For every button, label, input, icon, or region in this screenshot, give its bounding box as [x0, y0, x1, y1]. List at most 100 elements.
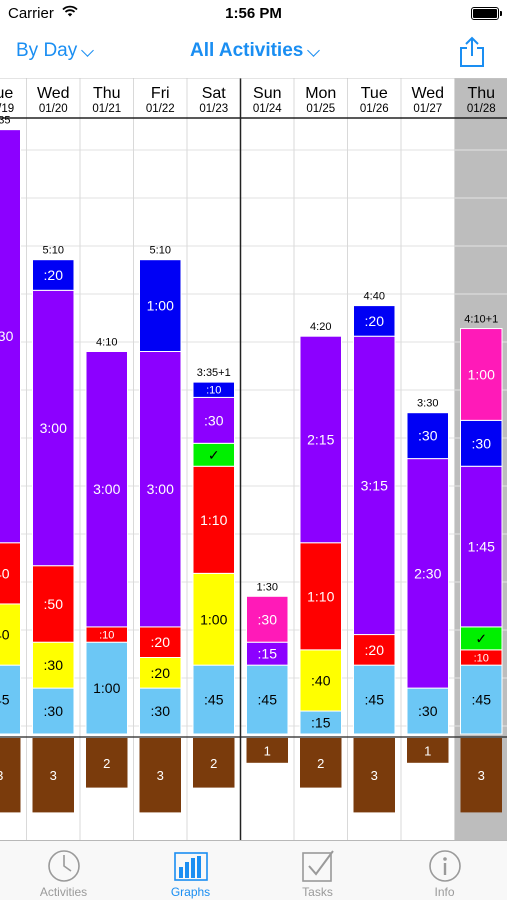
segment-label: :45	[365, 692, 385, 708]
segment-label: :10	[99, 630, 114, 642]
day-total-label: 3:35+1	[197, 367, 231, 379]
segment-label: 2:30	[414, 565, 441, 581]
activity-filter-label: All Activities	[190, 40, 303, 62]
task-count-label: 1	[264, 743, 271, 758]
segment-label: 1:00	[147, 298, 174, 314]
day-name-label: Wed	[37, 85, 70, 102]
segment-label: 1:45	[468, 539, 495, 555]
segment-label: :30	[151, 703, 171, 719]
segment-label: :10	[206, 385, 221, 397]
day-total-label: 5:10	[150, 245, 171, 257]
task-count-label: 3	[478, 768, 485, 783]
day-date-label: 01/25	[306, 103, 335, 115]
segment-label: :45	[204, 692, 224, 708]
checkbox-icon	[301, 849, 335, 883]
segment-label: :30	[418, 428, 438, 444]
segment-label: :20	[365, 313, 385, 329]
tab-label: Tasks	[254, 885, 381, 899]
tab-label: Activities	[0, 885, 127, 899]
task-count-label: 3	[371, 768, 378, 783]
battery-icon	[471, 7, 499, 20]
task-count-label: 2	[103, 756, 110, 771]
segment-label: 1:10	[200, 512, 227, 528]
segment-label: :45	[472, 692, 492, 708]
day-total-label: 4:40	[364, 291, 385, 303]
day-total-label: 3:30	[417, 398, 438, 410]
segment-label: 3:15	[361, 477, 388, 493]
day-name-label: Wed	[411, 85, 444, 102]
chevron-down-icon	[81, 44, 94, 57]
info-icon	[428, 849, 462, 883]
chevron-down-icon	[307, 44, 320, 57]
day-total-label: 4:10	[96, 337, 117, 349]
share-icon[interactable]	[459, 36, 485, 68]
day-date-label: 01/19	[0, 103, 14, 115]
day-name-label: Sun	[253, 85, 281, 102]
clock-time: 1:56 PM	[0, 5, 507, 22]
segment-label: :30	[258, 611, 278, 627]
segment-label: :30	[418, 703, 438, 719]
tab-graphs[interactable]: Graphs	[127, 841, 254, 901]
segment-label: :15	[258, 646, 278, 662]
day-total-label: 5:10	[43, 245, 64, 257]
day-total-label: 4:10+1	[464, 314, 498, 326]
segment-label: 3:00	[93, 481, 120, 497]
day-total-label: 5:35	[0, 115, 10, 127]
tab-activities[interactable]: Activities	[0, 841, 127, 901]
tab-info[interactable]: Info	[381, 841, 507, 901]
day-date-label: 01/20	[39, 103, 68, 115]
segment-label: :20	[44, 267, 64, 283]
segment-label: :20	[151, 634, 171, 650]
activity-filter-button[interactable]: All Activities	[190, 40, 318, 62]
segment-label: 1:10	[307, 588, 334, 604]
day-date-label: 01/23	[199, 103, 228, 115]
segment-label: ✓	[475, 630, 487, 646]
segment-label: :40	[0, 565, 10, 581]
segment-label: :30	[204, 412, 224, 428]
day-name-label: Thu	[467, 85, 495, 102]
segment-label: :40	[311, 672, 331, 688]
day-date-label: 01/27	[413, 103, 442, 115]
task-count-label: 2	[210, 756, 217, 771]
tab-bar: Activities Graphs Tasks Info	[0, 840, 507, 900]
status-bar: Carrier 1:56 PM	[0, 0, 507, 28]
task-count-label: 3	[50, 768, 57, 783]
segment-label: :30	[44, 703, 64, 719]
day-name-label: Sat	[202, 85, 227, 102]
day-name-label: Tue	[0, 85, 13, 102]
tab-label: Graphs	[127, 885, 254, 899]
task-count-label: 3	[157, 768, 164, 783]
segment-label: :30	[44, 657, 64, 673]
task-count-label: 3	[0, 768, 3, 783]
day-name-label: Fri	[151, 85, 170, 102]
segment-label: :20	[365, 642, 385, 658]
activity-chart[interactable]: Tue01/19Wed01/20Thu01/21Fri01/22Sat01/23…	[0, 78, 507, 840]
tab-tasks[interactable]: Tasks	[254, 841, 381, 901]
day-date-label: 01/22	[146, 103, 175, 115]
task-count-label: 2	[317, 756, 324, 771]
bar-chart-icon	[174, 849, 208, 883]
segment-label: 1:00	[93, 680, 120, 696]
segment-label: 3:00	[40, 420, 67, 436]
day-date-label: 01/21	[92, 103, 121, 115]
clock-icon	[47, 849, 81, 883]
segment-label: 1:00	[468, 366, 495, 382]
segment-label: :45	[0, 692, 10, 708]
segment-label: 2:15	[307, 432, 334, 448]
period-selector-button[interactable]: By Day	[16, 40, 92, 62]
segment-label: ✓	[208, 447, 220, 463]
day-date-label: 01/28	[467, 103, 496, 115]
day-total-label: 1:30	[257, 581, 278, 593]
stacked-bar-chart: Tue01/19Wed01/20Thu01/21Fri01/22Sat01/23…	[0, 78, 507, 840]
segment-label: :15	[311, 715, 331, 731]
period-selector-label: By Day	[16, 40, 77, 62]
day-date-label: 01/26	[360, 103, 389, 115]
segment-label: :45	[258, 692, 278, 708]
segment-label: 4:30	[0, 328, 14, 344]
navigation-bar: By Day All Activities	[0, 28, 507, 78]
segment-label: :10	[474, 652, 489, 664]
segment-label: 1:00	[200, 611, 227, 627]
day-name-label: Mon	[305, 85, 336, 102]
day-name-label: Tue	[361, 85, 388, 102]
segment-label: :50	[44, 596, 64, 612]
